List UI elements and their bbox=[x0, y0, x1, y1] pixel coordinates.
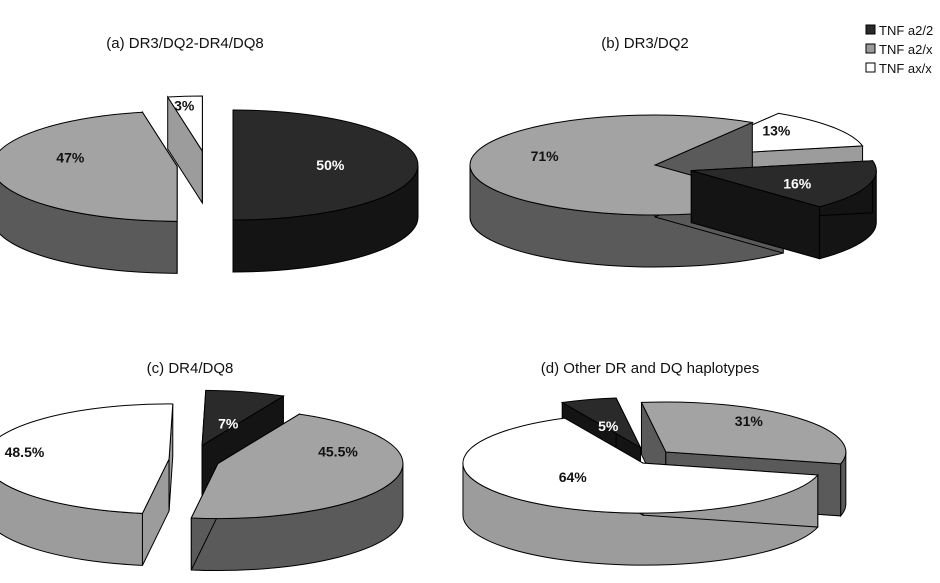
legend-item-tnf-a2-2: TNF a2/2 bbox=[865, 23, 933, 38]
legend: TNF a2/2 TNF a2/x TNF ax/x bbox=[865, 23, 933, 76]
panel-title: (d) Other DR and DQ haplotypes bbox=[541, 360, 759, 377]
panel-title: (a) DR3/DQ2-DR4/DQ8 bbox=[106, 35, 264, 52]
pie-panel-1: (a) DR3/DQ2-DR4/DQ8 50% 47% 3% bbox=[0, 35, 419, 274]
pie-panel-4: (d) Other DR and DQ haplotypes 5% 31% 64% bbox=[462, 360, 847, 566]
legend-item-tnf-a2-x: TNF a2/x bbox=[865, 42, 933, 57]
pie-slice-tnf-a2-2 bbox=[232, 109, 419, 273]
slice-label-tnf-ax-x: 13% bbox=[762, 123, 791, 139]
slice-label-tnf-a2-x: 47% bbox=[56, 149, 85, 165]
legend-swatch bbox=[865, 24, 876, 35]
slice-label-tnf-a2-x: 71% bbox=[531, 148, 560, 164]
slice-label-tnf-a2-2: 50% bbox=[316, 157, 345, 173]
legend-label: TNF ax/x bbox=[879, 61, 932, 76]
pie-panel-3: (c) DR4/DQ8 7% 45.5% 48.5% bbox=[0, 360, 404, 572]
legend-label: TNF a2/x bbox=[879, 42, 933, 57]
slice-label-tnf-ax-x: 3% bbox=[174, 97, 195, 113]
pie-slice-tnf-a2-2 bbox=[690, 160, 877, 260]
pie-slice-tnf-ax-x bbox=[0, 403, 174, 566]
legend-item-tnf-ax-x: TNF ax/x bbox=[865, 61, 932, 76]
slice-label-tnf-ax-x: 64% bbox=[559, 469, 588, 485]
slice-label-tnf-a2-x: 45.5% bbox=[318, 443, 358, 459]
pie-slice-tnf-a2-x bbox=[0, 110, 178, 274]
legend-label: TNF a2/2 bbox=[879, 23, 933, 38]
pie-slice-tnf-ax-x bbox=[166, 95, 203, 205]
legend-swatch bbox=[865, 43, 876, 54]
slice-label-tnf-a2-2: 5% bbox=[598, 418, 619, 434]
pie-panel-2: (b) DR3/DQ2 16% 71% 13% bbox=[469, 35, 877, 268]
panel-title: (c) DR4/DQ8 bbox=[147, 360, 234, 377]
pie-slice-tnf-ax-x bbox=[462, 417, 819, 566]
slice-label-tnf-a2-2: 16% bbox=[783, 176, 812, 192]
slice-label-tnf-ax-x: 48.5% bbox=[5, 444, 45, 460]
panel-title: (b) DR3/DQ2 bbox=[601, 35, 689, 52]
slice-label-tnf-a2-2: 7% bbox=[218, 415, 239, 431]
legend-swatch bbox=[865, 62, 876, 73]
pie-slice-tnf-a2-x bbox=[190, 413, 404, 572]
slice-label-tnf-a2-x: 31% bbox=[735, 413, 764, 429]
